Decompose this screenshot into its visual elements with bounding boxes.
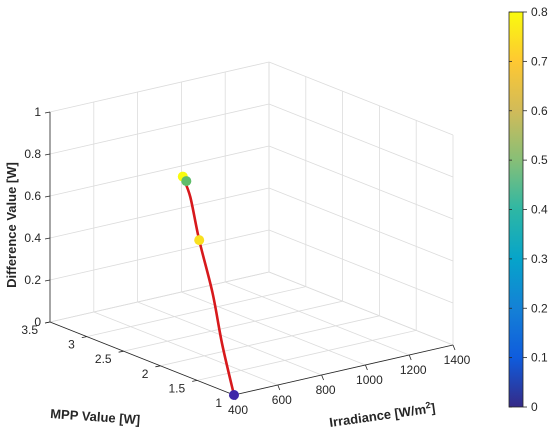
z-tick-mark (44, 237, 51, 240)
x-axis-label: Irradiance [W/m2] (328, 399, 436, 430)
floor-grid-y (197, 330, 417, 381)
y-tick-mark (81, 336, 87, 338)
y-axis-label: MPP Value [W] (50, 406, 141, 427)
y-tick-mark (192, 380, 198, 382)
x-tick-label: 1200 (400, 363, 427, 377)
y-tick-mark (155, 365, 161, 368)
data-point-marker (181, 176, 192, 187)
z-tick-mark (44, 279, 51, 282)
y-tick-label: 3.5 (21, 323, 38, 337)
back-wall-grid-z (49, 187, 270, 239)
marker-layer (177, 171, 239, 400)
colorbar-tick-label: 0.6 (531, 104, 548, 118)
floor-grid-x (137, 301, 322, 376)
y-tick-label: 3 (68, 338, 75, 352)
z-tick-label: 0.6 (24, 189, 41, 203)
colorbar: 0 0.1 0.2 0.3 0.4 0.5 0.6 0.7 0.8 (508, 5, 548, 414)
floor-grid-y (123, 300, 343, 352)
y-tick-label: 2 (142, 367, 149, 381)
z-tick-label: 1 (34, 105, 41, 119)
x-tick-label: 1000 (356, 373, 383, 387)
y-tick-label: 1.5 (169, 381, 186, 395)
back-wall-grid-z (49, 103, 270, 155)
y-axis-line (49, 321, 235, 396)
z-tick-label: 0 (34, 315, 41, 329)
x-tick-mark (365, 364, 368, 371)
floor-grid-x (93, 311, 278, 386)
x-axis-line (233, 344, 454, 396)
x-tick-label: 800 (316, 383, 336, 397)
floor-grid-y (86, 286, 306, 337)
back-wall-grid-z (49, 229, 270, 281)
floor-grid-y (160, 315, 380, 367)
curve-layer (181, 173, 236, 397)
colorbar-tick-label: 0.3 (531, 252, 548, 266)
colorbar-tick-label: 0.1 (531, 351, 548, 365)
z-tick-mark (44, 111, 51, 114)
colorbar-tick-label: 0.7 (531, 54, 548, 68)
side-wall-grid-z (268, 187, 454, 262)
side-wall-grid-z (268, 103, 454, 178)
x-tick-label: 600 (272, 393, 292, 407)
x-tick-mark (452, 344, 456, 351)
data-point-marker (229, 390, 239, 400)
colorbar-tick-label: 0.2 (531, 301, 548, 315)
back-wall-grid-z (49, 271, 270, 323)
x-tick-mark (408, 354, 412, 361)
difference-curve (181, 173, 236, 397)
z-tick-label: 0.8 (24, 147, 41, 161)
back-wall-grid-z (49, 145, 270, 197)
colorbar-tick-label: 0.5 (531, 153, 548, 167)
x-tick-mark (321, 374, 324, 381)
x-tick-label: 400 (228, 403, 248, 417)
back-wall-grid-z (49, 61, 270, 113)
x-tick-label: 1400 (444, 353, 471, 367)
colorbar-tick-label: 0.8 (531, 5, 548, 19)
y-tick-label: 2.5 (95, 352, 112, 366)
z-tick-mark (44, 321, 51, 324)
colorbar-tick-label: 0 (531, 400, 538, 414)
grid-layer (49, 61, 454, 396)
side-wall-grid-z (268, 271, 454, 346)
colorbar-ticks: 0 0.1 0.2 0.3 0.4 0.5 0.6 0.7 0.8 (509, 5, 548, 414)
side-wall-grid-z (268, 145, 454, 220)
z-tick-label: 0.4 (24, 231, 41, 245)
tick-labels: 400 600 800 1000 1200 1400 1 1.5 2 2.5 3 3.50 0.2 0.4… (21, 105, 470, 417)
z-axis-label: Difference Value [W] (4, 162, 19, 288)
side-wall-grid-z (268, 61, 454, 136)
z-tick-label: 0.2 (24, 273, 41, 287)
colorbar-tick-label: 0.4 (531, 203, 548, 217)
floor-grid-x (181, 291, 366, 366)
floor-grid-x (225, 281, 410, 356)
side-wall-grid-z (268, 229, 454, 304)
y-tick-label: 1 (215, 396, 222, 410)
z-tick-mark (44, 153, 51, 156)
axis-layer (44, 111, 456, 401)
data-point-marker (194, 235, 205, 246)
y-tick-mark (118, 350, 124, 353)
x-tick-mark (277, 384, 281, 391)
z-tick-mark (44, 195, 51, 198)
